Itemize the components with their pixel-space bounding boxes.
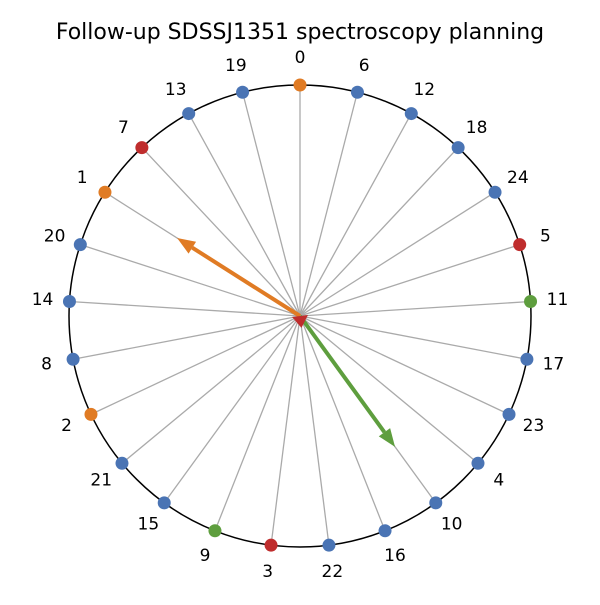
spoke-3 [270, 315, 301, 546]
spokes-layer [69, 85, 531, 546]
label-3: 3 [262, 562, 273, 582]
label-12: 12 [413, 80, 435, 100]
label-23: 23 [523, 416, 545, 436]
point-3 [264, 538, 278, 552]
points-layer [62, 78, 538, 552]
label-4: 4 [493, 470, 504, 490]
green-arrow-head [378, 428, 396, 447]
point-8 [66, 352, 80, 366]
spoke-22 [299, 315, 330, 546]
point-10 [429, 496, 443, 510]
point-12 [404, 107, 418, 121]
label-17: 17 [543, 354, 565, 374]
label-16: 16 [384, 546, 406, 566]
point-9 [208, 524, 222, 538]
point-19 [236, 85, 250, 99]
point-21 [115, 456, 129, 470]
point-23 [502, 407, 516, 421]
point-18 [451, 141, 465, 155]
spoke-9 [214, 315, 301, 532]
label-20: 20 [44, 226, 66, 246]
label-13: 13 [165, 80, 187, 100]
point-17 [520, 352, 534, 366]
label-11: 11 [547, 290, 569, 310]
label-22: 22 [322, 562, 344, 582]
label-2: 2 [61, 416, 72, 436]
green-arrow [298, 314, 396, 447]
point-20 [73, 238, 87, 252]
point-4 [471, 456, 485, 470]
label-0: 0 [295, 48, 306, 68]
point-5 [513, 238, 527, 252]
arrows-layer [177, 238, 396, 447]
point-2 [84, 407, 98, 421]
spoke-23 [299, 315, 510, 415]
spoke-11 [299, 300, 531, 317]
label-6: 6 [359, 56, 370, 76]
green-arrow-shaft [298, 314, 387, 434]
orange-arrow-head [177, 238, 197, 254]
point-0 [293, 78, 307, 92]
label-9: 9 [200, 546, 211, 566]
red-arrow-head [292, 315, 308, 328]
label-5: 5 [540, 226, 551, 246]
spoke-16 [299, 315, 386, 532]
point-22 [322, 538, 336, 552]
spoke-18 [299, 147, 459, 317]
label-10: 10 [441, 515, 463, 535]
spoke-14 [69, 300, 301, 317]
label-18: 18 [466, 118, 488, 138]
spoke-24 [299, 191, 496, 317]
spoke-5 [299, 244, 520, 317]
point-14 [62, 295, 76, 308]
spoke-17 [299, 315, 528, 360]
point-11 [524, 295, 538, 308]
red-arrow [292, 315, 308, 328]
point-16 [378, 524, 392, 538]
spoke-12 [299, 113, 412, 317]
label-1: 1 [77, 168, 88, 188]
spoke-19 [241, 92, 301, 317]
spoke-21 [121, 315, 301, 464]
label-14: 14 [32, 290, 54, 310]
label-21: 21 [90, 470, 112, 490]
label-15: 15 [138, 515, 160, 535]
label-19: 19 [225, 56, 247, 76]
spoke-13 [188, 113, 301, 317]
point-6 [350, 85, 364, 99]
chart-title: Follow-up SDSSJ1351 spectroscopy plannin… [55, 20, 545, 45]
point-7 [135, 141, 149, 155]
point-24 [488, 185, 502, 199]
label-7: 7 [118, 118, 129, 138]
point-1 [98, 185, 112, 199]
spoke-20 [80, 244, 301, 317]
label-8: 8 [41, 354, 52, 374]
label-24: 24 [507, 168, 529, 188]
point-13 [182, 107, 196, 121]
point-15 [157, 496, 171, 510]
orange-arrow [177, 238, 302, 318]
spoke-6 [299, 92, 359, 317]
spoke-15 [163, 315, 301, 504]
spoke-8 [72, 315, 301, 360]
orange-arrow-shaft [191, 245, 302, 318]
spoke-7 [141, 147, 301, 317]
spoke-4 [299, 315, 479, 464]
spoke-2 [90, 315, 301, 415]
